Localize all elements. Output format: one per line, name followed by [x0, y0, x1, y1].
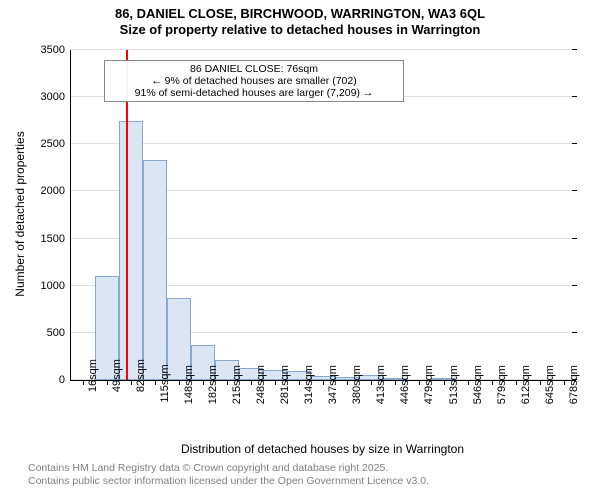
ytick-mark — [572, 238, 577, 239]
xtick-mark — [203, 380, 204, 385]
xtick-label: 546sqm — [472, 326, 484, 386]
annotation-line-2: ← 9% of detached houses are smaller (702… — [109, 75, 399, 87]
xtick-mark — [468, 380, 469, 385]
ytick-mark — [572, 285, 577, 286]
xtick-label: 281sqm — [279, 326, 291, 386]
annotation-line-3: 91% of semi-detached houses are larger (… — [109, 87, 399, 99]
ytick-label: 0 — [59, 374, 71, 386]
xtick-label: 479sqm — [423, 326, 435, 386]
xtick-label: 446sqm — [399, 326, 411, 386]
xtick-mark — [251, 380, 252, 385]
footer-line-2: Contains public sector information licen… — [28, 475, 429, 488]
ytick-mark — [572, 49, 577, 50]
chart-container: { "title": { "line1": "86, DANIEL CLOSE,… — [0, 0, 600, 500]
xtick-label: 513sqm — [448, 326, 460, 386]
chart-title: 86, DANIEL CLOSE, BIRCHWOOD, WARRINGTON,… — [0, 0, 600, 37]
xtick-mark — [323, 380, 324, 385]
xtick-label: 248sqm — [255, 326, 267, 386]
xtick-mark — [564, 380, 565, 385]
xtick-mark — [492, 380, 493, 385]
xtick-mark — [419, 380, 420, 385]
ytick-label: 500 — [47, 327, 71, 339]
xtick-label: 347sqm — [327, 326, 339, 386]
xtick-label: 49sqm — [111, 326, 123, 386]
xtick-label: 678sqm — [568, 326, 580, 386]
gridline — [71, 49, 576, 50]
title-line-2: Size of property relative to detached ho… — [0, 22, 600, 38]
xtick-mark — [131, 380, 132, 385]
xtick-mark — [444, 380, 445, 385]
footer-line-1: Contains HM Land Registry data © Crown c… — [28, 462, 429, 475]
xtick-mark — [227, 380, 228, 385]
annotation-line-1: 86 DANIEL CLOSE: 76sqm — [109, 63, 399, 75]
xtick-mark — [516, 380, 517, 385]
ytick-label: 2500 — [41, 138, 71, 150]
xtick-label: 314sqm — [303, 326, 315, 386]
xtick-label: 148sqm — [183, 326, 195, 386]
xtick-label: 115sqm — [159, 326, 171, 386]
y-axis-label: Number of detached properties — [13, 114, 27, 314]
xtick-label: 182sqm — [207, 326, 219, 386]
xtick-mark — [83, 380, 84, 385]
xtick-mark — [371, 380, 372, 385]
ytick-label: 1000 — [41, 280, 71, 292]
xtick-mark — [155, 380, 156, 385]
gridline — [71, 143, 576, 144]
xtick-label: 215sqm — [231, 326, 243, 386]
xtick-label: 579sqm — [496, 326, 508, 386]
xtick-label: 413sqm — [375, 326, 387, 386]
ytick-mark — [572, 143, 577, 144]
xtick-mark — [299, 380, 300, 385]
ytick-mark — [572, 190, 577, 191]
xtick-label: 380sqm — [351, 326, 363, 386]
xtick-mark — [275, 380, 276, 385]
xtick-label: 16sqm — [87, 326, 99, 386]
xtick-label: 612sqm — [520, 326, 532, 386]
xtick-mark — [179, 380, 180, 385]
xtick-label: 82sqm — [135, 326, 147, 386]
ytick-label: 3500 — [41, 44, 71, 56]
ytick-label: 1500 — [41, 233, 71, 245]
xtick-mark — [540, 380, 541, 385]
ytick-label: 2000 — [41, 185, 71, 197]
footer-attribution: Contains HM Land Registry data © Crown c… — [28, 462, 429, 487]
xtick-mark — [107, 380, 108, 385]
xtick-mark — [347, 380, 348, 385]
x-axis-label: Distribution of detached houses by size … — [70, 442, 575, 456]
title-line-1: 86, DANIEL CLOSE, BIRCHWOOD, WARRINGTON,… — [0, 6, 600, 22]
ytick-label: 3000 — [41, 91, 71, 103]
annotation-box: 86 DANIEL CLOSE: 76sqm ← 9% of detached … — [104, 60, 404, 102]
xtick-mark — [395, 380, 396, 385]
ytick-mark — [572, 96, 577, 97]
xtick-label: 645sqm — [544, 326, 556, 386]
